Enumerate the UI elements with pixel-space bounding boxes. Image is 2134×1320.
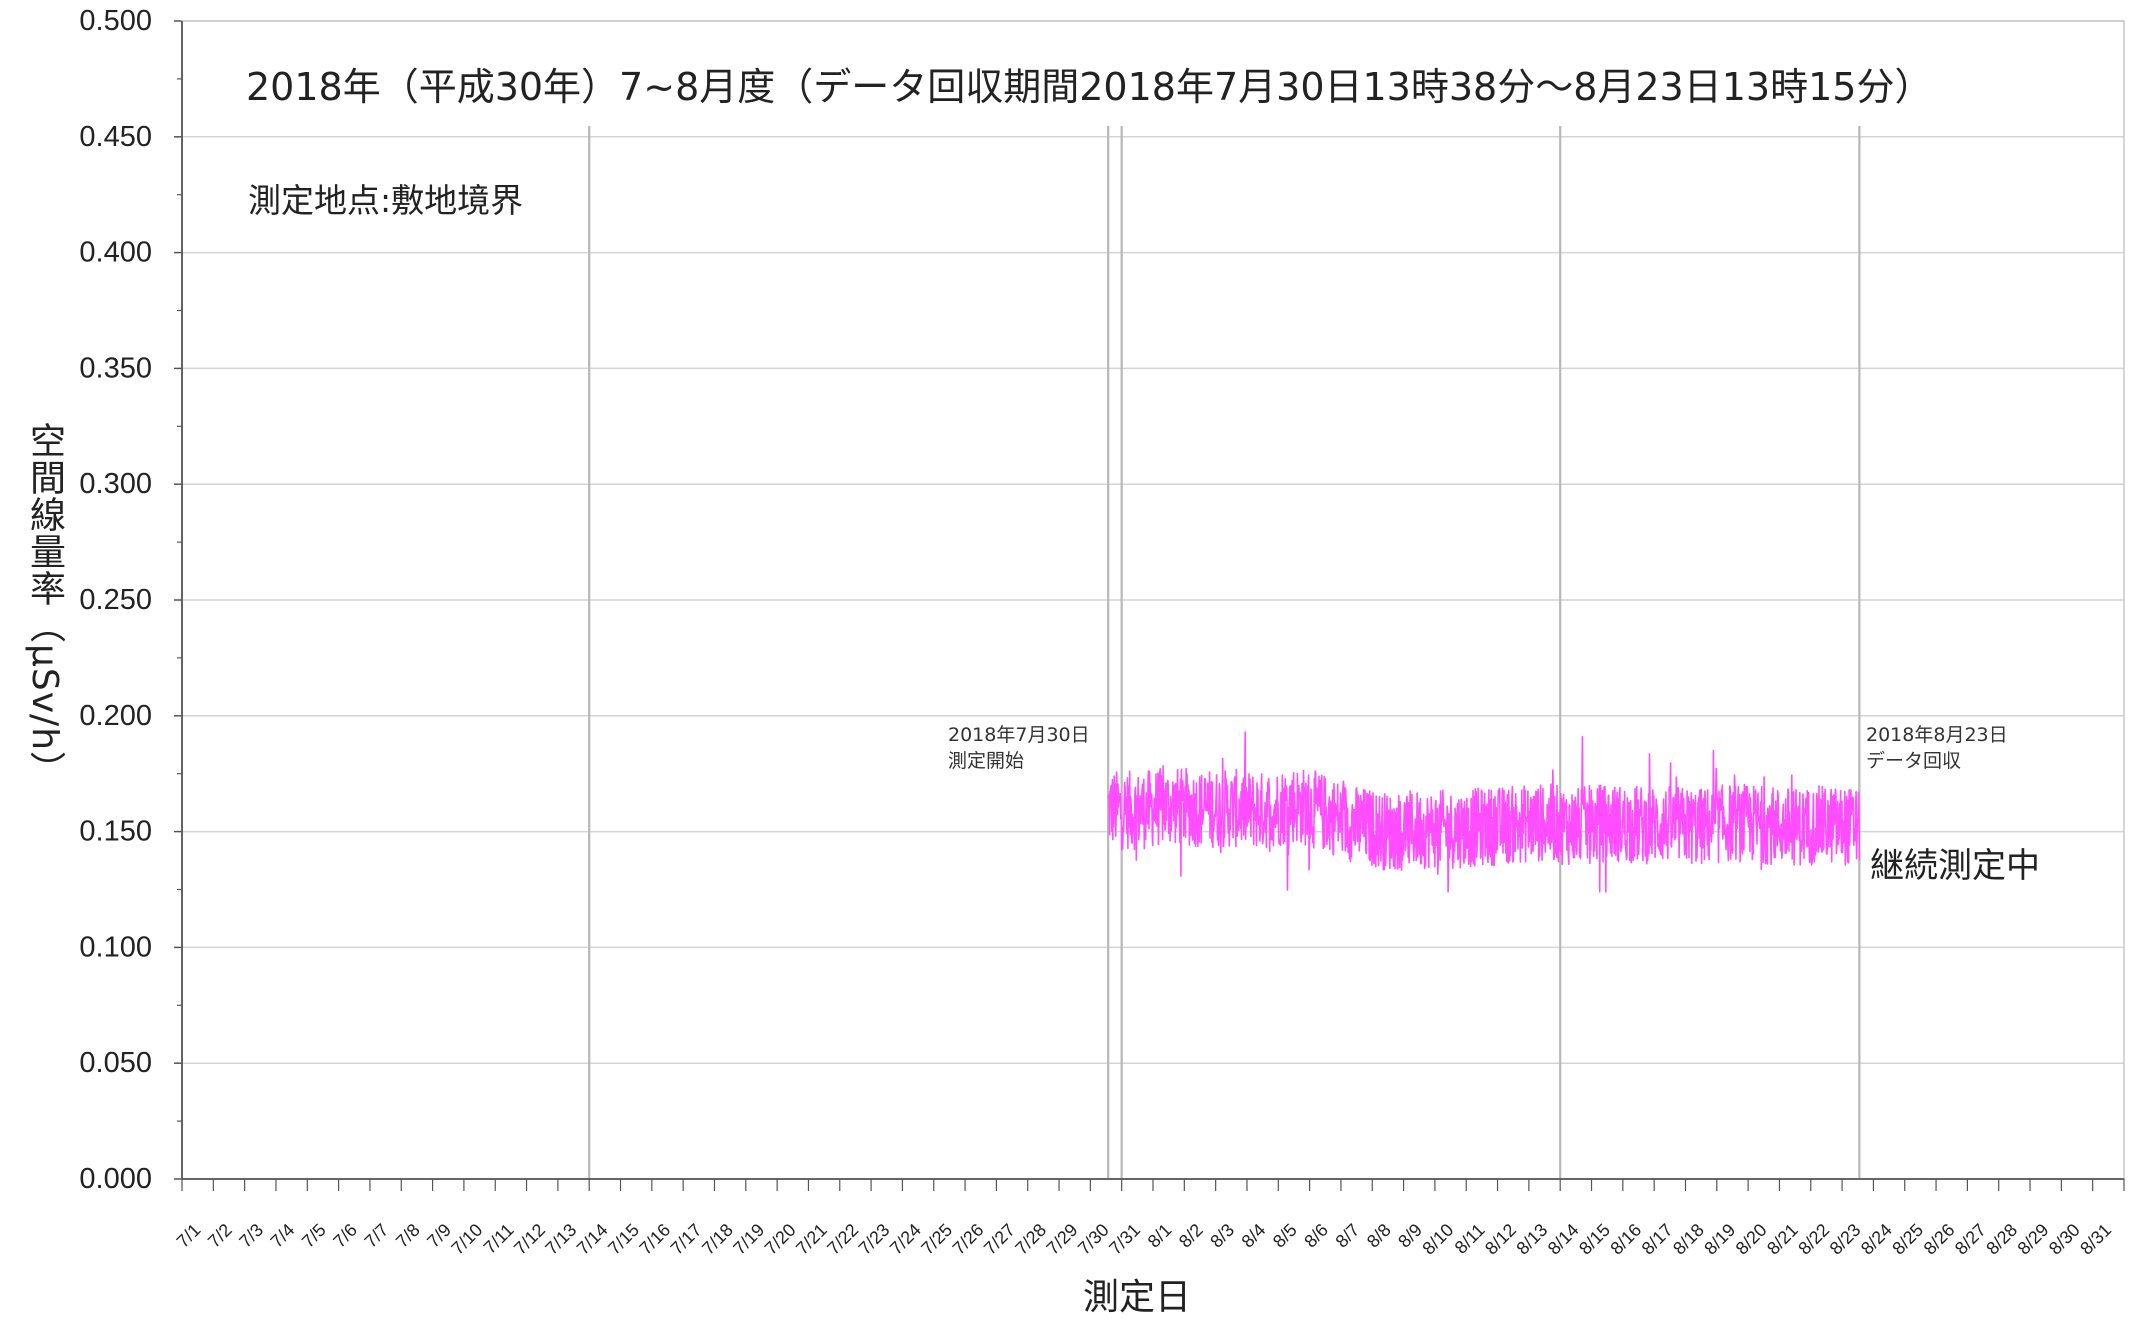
x-tick-label: 8/29 <box>2014 1220 2053 1259</box>
y-axis-label-wrap: 空間線量率（μSv/h） <box>14 390 74 820</box>
x-tick-label: 7/10 <box>447 1220 486 1259</box>
x-tick-label: 8/21 <box>1763 1220 1802 1259</box>
x-tick-label: 8/17 <box>1638 1220 1677 1259</box>
x-tick-label: 7/24 <box>886 1220 925 1259</box>
x-tick-label: 8/31 <box>2076 1220 2115 1259</box>
x-tick-label: 7/23 <box>855 1220 894 1259</box>
x-tick-label: 7/7 <box>361 1220 393 1252</box>
y-tick-label: 0.200 <box>79 700 152 732</box>
x-tick-label: 8/16 <box>1606 1220 1645 1259</box>
x-tick-label: 8/4 <box>1238 1220 1270 1252</box>
x-tick-label: 8/7 <box>1332 1220 1364 1252</box>
y-tick-label: 0.250 <box>79 584 152 616</box>
marker-lines <box>588 126 1861 1179</box>
x-tick-label: 8/27 <box>1951 1220 1990 1259</box>
x-tick-label: 8/24 <box>1857 1220 1896 1259</box>
x-tick-label: 7/11 <box>480 1220 518 1258</box>
annotation-start-date: 2018年7月30日 <box>948 724 1090 746</box>
x-tick-label: 7/22 <box>823 1220 862 1259</box>
annotation-end-text: データ回収 <box>1866 750 1962 772</box>
x-tick-label: 7/3 <box>235 1220 267 1252</box>
x-tick-label: 8/25 <box>1888 1220 1927 1259</box>
x-tick-label: 7/12 <box>510 1220 549 1259</box>
series-group <box>1107 731 1861 893</box>
annotation-start: 2018年7月30日 測定開始 <box>948 722 1090 774</box>
y-tick-labels: 0.000 0.050 0.100 0.150 0.200 0.250 0.300 0.350… <box>79 5 152 1195</box>
x-tick-label: 7/2 <box>204 1220 236 1252</box>
x-tick-label: 7/4 <box>267 1220 299 1252</box>
x-tick-labels: 7/1 7/2 7/3 7/4 7/5 7/6 7/7 7/8 7/97/107/117/127… <box>173 1220 2116 1259</box>
x-tick-label: 7/28 <box>1011 1220 1050 1259</box>
x-tick-label: 8/30 <box>2045 1220 2084 1259</box>
x-tick-label: 8/2 <box>1175 1220 1207 1252</box>
x-tick-label: 7/19 <box>729 1220 768 1259</box>
x-tick-label: 7/29 <box>1043 1220 1082 1259</box>
annotation-end: 2018年8月23日 データ回収 <box>1866 722 2008 774</box>
x-tick-label: 8/20 <box>1732 1220 1771 1259</box>
y-tick-label: 0.100 <box>79 931 152 963</box>
x-tick-label: 7/20 <box>761 1220 800 1259</box>
annotation-ongoing: 継続測定中 <box>1870 846 2040 886</box>
series-line <box>1107 731 1861 893</box>
x-tick-label: 8/18 <box>1669 1220 1708 1259</box>
x-tick-label: 7/6 <box>329 1220 361 1252</box>
x-tick-label: 7/8 <box>392 1220 424 1252</box>
x-tick-label: 8/3 <box>1206 1220 1238 1252</box>
x-tick-label: 7/1 <box>173 1220 205 1252</box>
x-tick-label: 8/28 <box>1982 1220 2021 1259</box>
x-tick-label: 8/15 <box>1575 1220 1614 1259</box>
x-tick-label: 8/6 <box>1300 1220 1332 1252</box>
axes <box>174 20 2125 1191</box>
x-tick-label: 7/18 <box>698 1220 737 1259</box>
x-tick-label: 7/30 <box>1074 1220 1113 1259</box>
x-axis-label: 測定日 <box>1083 1277 1192 1318</box>
y-tick-label: 0.450 <box>79 121 152 153</box>
x-tick-label: 7/25 <box>917 1220 956 1259</box>
x-tick-label: 7/31 <box>1105 1220 1144 1259</box>
x-tick-label: 7/16 <box>635 1220 674 1259</box>
x-tick-label: 8/19 <box>1700 1220 1739 1259</box>
x-tick-label: 8/12 <box>1481 1220 1520 1259</box>
y-tick-label: 0.500 <box>79 5 152 37</box>
x-tick-label: 8/8 <box>1363 1220 1395 1252</box>
x-tick-label: 8/23 <box>1826 1220 1865 1259</box>
y-tick-label: 0.400 <box>79 237 152 269</box>
y-tick-label: 0.150 <box>79 816 152 848</box>
x-tick-label: 8/1 <box>1144 1220 1176 1252</box>
chart-subtitle: 測定地点:敷地境界 <box>248 181 524 220</box>
x-tick-label: 7/21 <box>792 1220 831 1259</box>
y-tick-label: 0.350 <box>79 352 152 384</box>
x-tick-label: 7/5 <box>298 1220 330 1252</box>
x-tick-label: 7/15 <box>604 1220 643 1259</box>
x-tick-label: 7/27 <box>980 1220 1019 1259</box>
y-tick-label: 0.300 <box>79 468 152 500</box>
chart-title: 2018年（平成30年）7~8月度（データ回収期間2018年7月30日13時38… <box>246 65 1933 109</box>
x-tick-label: 8/26 <box>1920 1220 1959 1259</box>
annotation-end-date: 2018年8月23日 <box>1866 724 2008 746</box>
x-tick-label: 8/13 <box>1512 1220 1551 1259</box>
x-tick-label: 8/5 <box>1269 1220 1301 1252</box>
x-tick-label: 8/22 <box>1794 1220 1833 1259</box>
x-tick-label: 7/13 <box>541 1220 580 1259</box>
y-axis-label: 空間線量率（μSv/h） <box>24 421 65 788</box>
y-tick-label: 0.050 <box>79 1047 152 1079</box>
x-tick-label: 8/10 <box>1418 1220 1457 1259</box>
x-tick-label: 8/11 <box>1451 1220 1489 1258</box>
y-tick-label: 0.000 <box>79 1163 152 1195</box>
x-tick-label: 7/26 <box>949 1220 988 1259</box>
x-tick-label: 8/14 <box>1544 1220 1583 1259</box>
annotation-start-text: 測定開始 <box>948 750 1025 772</box>
x-tick-label: 7/17 <box>667 1220 706 1259</box>
x-tick-label: 7/14 <box>573 1220 612 1259</box>
